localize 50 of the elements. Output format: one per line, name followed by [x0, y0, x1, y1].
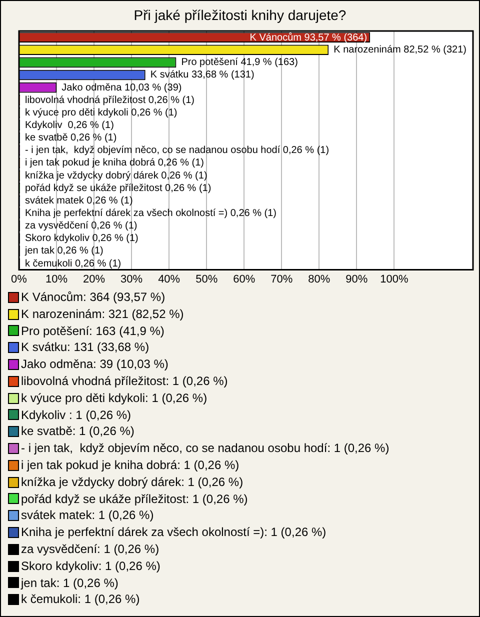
category-label: knížka je vždycky dobrý dárek 0,26 % (1)	[24, 170, 208, 182]
x-tick-label: 40%	[158, 273, 180, 286]
category-label: Kniha je perfektní dárek za všech okolností =) 0,26 % (1)	[24, 208, 277, 219]
text: i jen tak pokud je kniha dobrá: 1 (0,26 %)	[20, 456, 240, 474]
text: Kniha je perfektní dárek za všech okolností =): 1 (0,26 %)	[20, 524, 328, 541]
text: jen tak: 1 (0,26 %)	[20, 574, 120, 592]
text: K svátku: 131 (33,68 %)	[20, 339, 150, 356]
text: Kdykoliv : 1 (0,26 %)	[20, 406, 132, 424]
category-label: K Vánocům 93,57 % (364)	[250, 32, 368, 44]
category-label: Skoro kdykoliv 0,26 % (1)	[24, 233, 138, 244]
text: Pro potěšení: 163 (41,9 %)	[20, 322, 166, 340]
chart-title: Při jaké příležitosti knihy darujete?	[132, 6, 348, 25]
text: ke svatbě: 1 (0,26 %)	[20, 423, 136, 440]
text: k čemukoli: 1 (0,26 %)	[20, 591, 141, 608]
text: pořád když se ukáže příležitost: 1 (0,26 %)	[20, 490, 249, 508]
text: - i jen tak, když objevím něco, co se nadanou osobu hodí: 1 (0,26 %)	[20, 440, 390, 457]
category-label: Pro potěšení 41,9 % (163)	[181, 57, 298, 68]
text: Jako odměna: 39 (10,03 %)	[20, 356, 170, 373]
text: K narozeninám: 321 (82,52 %)	[20, 306, 185, 323]
text: libovolná vhodná příležitost: 1 (0,26 %)	[20, 372, 229, 390]
x-tick-label: 50%	[196, 273, 218, 286]
category-label: k výuce pro děti kdykoli 0,26 % (1)	[24, 107, 178, 118]
category-label: Kdykoliv 0,26 % (1)	[24, 120, 114, 132]
text: svátek matek: 1 (0,26 %)	[20, 507, 155, 524]
x-tick-label: 10%	[46, 273, 68, 286]
category-label: Jako odměna 10,03 % (39)	[62, 82, 182, 94]
category-label: k čemukoli 0,26 % (1)	[24, 258, 122, 270]
category-label: libovolná vhodná příležitost 0,26 % (1)	[24, 94, 195, 106]
x-tick-label: 60%	[233, 273, 256, 286]
category-label: jen tak 0,26 % (1)	[24, 246, 104, 257]
category-label: ke svatbě 0,26 % (1)	[24, 132, 117, 144]
x-tick-label: 30%	[120, 273, 143, 286]
category-label: - i jen tak, když objevím něco, co se nadanou osobu hodí 0,26 % (1)	[24, 145, 330, 156]
x-tick-label: 70%	[270, 273, 293, 286]
category-label: K narozeninám 82,52 % (321)	[334, 44, 466, 56]
category-label: svátek matek 0,26 % (1)	[24, 195, 133, 206]
x-tick-label: 20%	[83, 273, 106, 286]
text: knížka je vždycky dobrý dárek: 1 (0,26 %)	[20, 474, 244, 491]
x-tick-label: 100%	[380, 273, 408, 286]
text: K Vánocům: 364 (93,57 %)	[20, 289, 166, 306]
category-label: za vysvědčení 0,26 % (1)	[24, 220, 138, 232]
category-label: K svátku 33,68 % (131)	[150, 70, 254, 81]
category-label: pořád když se ukáže příležitost 0,26 % (1)	[24, 182, 212, 194]
text: za vysvědčení: 1 (0,26 %)	[20, 540, 160, 558]
x-tick-label: 80%	[308, 273, 330, 286]
text: Skoro kdykoliv: 1 (0,26 %)	[20, 558, 162, 575]
text: k výuce pro děti kdykoli: 1 (0,26 %)	[20, 390, 208, 407]
x-tick-label: 90%	[346, 273, 368, 286]
category-label: i jen tak pokud je kniha dobrá 0,26 % (1)	[24, 158, 204, 169]
x-tick-label: 0%	[11, 273, 28, 286]
